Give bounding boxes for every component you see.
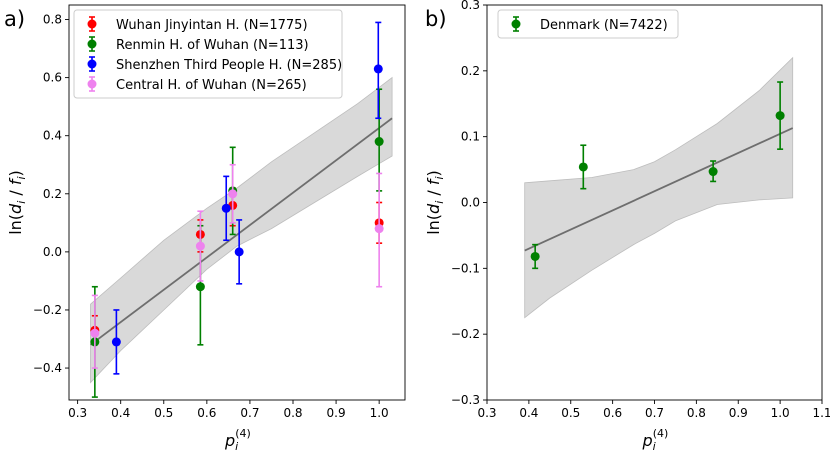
- data-point-marker: [234, 247, 244, 257]
- panel-b-legend-box: [497, 9, 679, 39]
- panel-b-confidence-band: [524, 56, 794, 319]
- panel-b-x-tick-label: 0.3: [477, 406, 496, 420]
- panel-b-x-tick-label: 0.9: [729, 406, 748, 420]
- panel-a-legend-box: [73, 9, 343, 99]
- panel-a-confidence-band: [90, 76, 393, 384]
- data-point-marker: [228, 189, 238, 199]
- panel-b-y-tick-label: 0.0: [461, 196, 480, 210]
- data-point-marker: [195, 282, 205, 292]
- data-point-marker: [111, 337, 121, 347]
- panel-b-x-tick-label: 0.6: [603, 406, 622, 420]
- panel-b-y-tick-label: 0.1: [461, 130, 480, 144]
- data-point-marker: [195, 241, 205, 251]
- panel-b-y-axis-label: ln(di / fi): [424, 170, 446, 235]
- panel-a-x-tick-label: 0.3: [68, 406, 87, 420]
- legend-label: Central H. of Wuhan (N=265): [116, 78, 307, 93]
- panel-a-legend-item-0: Wuhan Jinyintan H. (N=1775): [87, 16, 308, 33]
- panel-b-y-tick-label: 0.2: [461, 64, 480, 78]
- panel-a-y-tick-label: 0.6: [43, 71, 62, 85]
- panel-a-series-3-point-1: [195, 210, 205, 282]
- panel-b-y-tick-label: 0.3: [461, 0, 480, 12]
- panel-a-legend-item-2: Shenzhen Third People H. (N=285): [87, 56, 342, 73]
- panel-b: b) 0.3 0.4 0.5 0.6 0.7 0.8 0.9 1.0 1.1 −0.3 −0.2 −…: [424, 0, 830, 453]
- panel-a-y-tick-label: −0.2: [33, 303, 62, 317]
- panel-a-x-tick-label: 0.6: [197, 406, 216, 420]
- panel-b-x-tick-label: 0.7: [645, 406, 664, 420]
- panel-b-x-tick-label: 0.8: [687, 406, 706, 420]
- legend-marker: [87, 39, 97, 49]
- panel-a-y-tick-label: 0.2: [43, 187, 62, 201]
- legend-label: Denmark (N=7422): [540, 18, 668, 33]
- data-point-marker: [90, 328, 100, 338]
- panel-b-x-axis-label: pi(4): [642, 427, 669, 453]
- panel-a-fit-line: [89, 117, 393, 346]
- panel-b-series-0-point-2: [708, 160, 718, 183]
- legend-marker: [511, 19, 521, 29]
- panel-a-series-3-point-2: [228, 163, 238, 224]
- panel-b-x-tick-label: 0.5: [561, 406, 580, 420]
- panel-a-series-3-point-0: [90, 294, 100, 369]
- data-point-marker: [775, 111, 785, 121]
- panel-a-x-tick-label: 0.7: [240, 406, 259, 420]
- panel-b-y-tick-label: −0.3: [451, 393, 480, 407]
- panel-a-series-3-point-3: [374, 172, 384, 288]
- legend-marker: [87, 19, 97, 29]
- panel-a-series-2-point-3: [373, 21, 383, 120]
- legend-label: Wuhan Jinyintan H. (N=1775): [116, 18, 308, 33]
- panel-b-fit-line: [524, 127, 794, 252]
- data-point-marker: [374, 137, 384, 147]
- panel-a-y-tick-label: 0.0: [43, 245, 62, 259]
- data-point-marker: [373, 64, 383, 74]
- panel-a-y-tick-label: 0.8: [43, 13, 62, 27]
- panel-a-series-2-point-0: [111, 309, 121, 375]
- legend-marker: [87, 79, 97, 89]
- panel-a-x-tick-label: 0.8: [283, 406, 302, 420]
- panel-a-y-tick-label: −0.4: [33, 361, 62, 375]
- panel-a-x-axis-label: pi(4): [224, 427, 251, 453]
- panel-a-x-tick-label: 1.0: [370, 406, 389, 420]
- data-point-marker: [374, 224, 384, 234]
- panel-b-legend-item-0: Denmark (N=7422): [511, 16, 668, 33]
- panel-b-x-tick-label: 0.4: [519, 406, 538, 420]
- panel-b-x-tick-label: 1.0: [771, 406, 790, 420]
- panel-a-label: a): [4, 7, 25, 31]
- panel-b-series-0-point-0: [530, 243, 540, 270]
- data-point-marker: [530, 251, 540, 261]
- panel-a-y-tick-label: 0.4: [43, 129, 62, 143]
- panel-b-series-0-point-3: [775, 81, 785, 150]
- panel-b-x-tick-label: 1.1: [812, 406, 830, 420]
- panel-a-x-tick-label: 0.5: [154, 406, 173, 420]
- data-point-marker: [708, 167, 718, 177]
- data-point-marker: [221, 203, 231, 213]
- legend-marker: [87, 59, 97, 69]
- panel-a-y-axis-label: ln(di / fi): [6, 170, 28, 235]
- panel-b-y-tick-label: −0.2: [451, 327, 480, 341]
- panel-a-x-tick-label: 0.4: [111, 406, 130, 420]
- panel-a-x-tick-label: 0.9: [327, 406, 346, 420]
- panel-a-axes-frame: [68, 4, 406, 401]
- panel-a-legend-item-3: Central H. of Wuhan (N=265): [87, 76, 307, 93]
- panel-b-label: b): [425, 7, 447, 31]
- data-point-marker: [578, 162, 588, 172]
- panel-a: a) 0.3 0.4 0.5 0.6 0.7 0.8 0.9 1.0 −0.4 −0.2 0.0 0…: [4, 4, 406, 453]
- legend-label: Renmin H. of Wuhan (N=113): [116, 38, 309, 53]
- panel-a-legend-item-1: Renmin H. of Wuhan (N=113): [87, 36, 309, 53]
- panel-a-series-2-point-1: [221, 175, 231, 242]
- panel-a-series-2-point-2: [234, 219, 244, 285]
- panel-b-series-0-point-1: [578, 144, 588, 190]
- legend-label: Shenzhen Third People H. (N=285): [116, 58, 342, 73]
- panel-b-y-tick-label: −0.1: [451, 261, 480, 275]
